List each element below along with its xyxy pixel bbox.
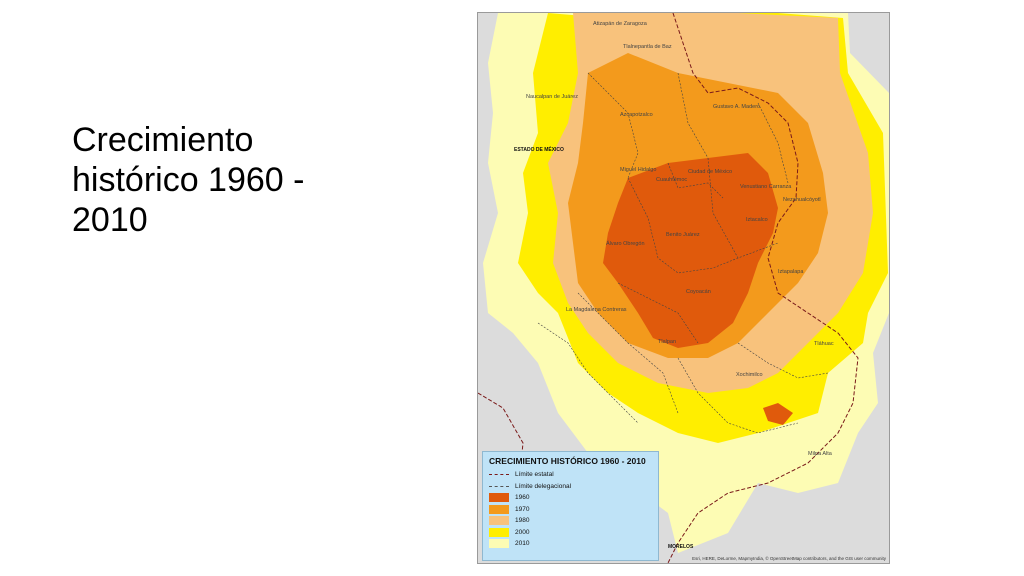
map-legend: CRECIMIENTO HISTÓRICO 1960 - 2010 Límite… (482, 451, 659, 561)
label-milpa: Milpa Alta (808, 451, 833, 457)
legend-row-1960: 1960 (489, 492, 652, 504)
label-magdalena: La Magdalena Contreras (566, 307, 627, 313)
label-morelos: MORELOS (668, 544, 694, 550)
label-tlalnepantla: Tlalnepantla de Baz (623, 44, 672, 50)
legend-label-1980: 1980 (515, 517, 530, 525)
label-benito: Benito Juárez (666, 232, 700, 238)
label-naucalpan: Naucalpan de Juárez (526, 94, 578, 100)
legend-row-2000: 2000 (489, 527, 652, 539)
legend-row-1980: 1980 (489, 515, 652, 527)
label-alvaro: Álvaro Obregón (606, 240, 645, 247)
legend-swatch-2000 (489, 527, 509, 537)
legend-row-2010: 2010 (489, 538, 652, 550)
growth-map[interactable]: Atizapán de Zaragoza Tlalnepantla de Baz… (477, 12, 890, 564)
legend-label-1970: 1970 (515, 505, 530, 513)
legend-swatch-1960 (489, 493, 509, 503)
legend-swatch-1980 (489, 516, 509, 526)
label-xochimilco: Xochimilco (736, 372, 763, 378)
legend-label-2000: 2000 (515, 528, 530, 536)
label-tlalpan: Tlalpan (658, 339, 676, 345)
legend-row-estatal: Límite estatal (489, 469, 652, 481)
legend-row-1970: 1970 (489, 504, 652, 516)
delegation-line-symbol (489, 485, 509, 487)
map-canvas: Atizapán de Zaragoza Tlalnepantla de Baz… (478, 13, 889, 563)
slide-title: Crecimiento histórico 1960 - 2010 (72, 121, 305, 239)
label-miguel: Miguel Hidalgo (620, 167, 656, 173)
delegation-boundaries (537, 72, 829, 434)
label-iztacalco: Iztacalco (746, 217, 768, 223)
map-attribution: Esri, HERE, DeLorme, MapmyIndia, © OpenS… (692, 556, 886, 561)
label-estado: ESTADO DE MÉXICO (514, 145, 564, 153)
label-coyoacan: Coyoacán (686, 289, 711, 295)
label-ciudad: Ciudad de México (688, 169, 732, 175)
legend-label-delegacional: Límite delegacional (515, 482, 572, 490)
label-nezahualcoyotl: Nezahualcóyotl (783, 197, 821, 203)
legend-label-estatal: Límite estatal (515, 471, 554, 479)
legend-swatch-1970 (489, 504, 509, 514)
state-boundary (667, 13, 859, 563)
label-gustavo: Gustavo A. Madero (713, 104, 760, 110)
label-iztapalapa: Iztapalapa (778, 269, 804, 275)
label-azcapotzalco: Azcapotzalco (620, 112, 653, 118)
label-tlahuac: Tláhuac (814, 341, 834, 347)
legend-label-2010: 2010 (515, 540, 530, 548)
legend-title: CRECIMIENTO HISTÓRICO 1960 - 2010 (489, 456, 646, 466)
label-venustiano: Venustiano Carranza (740, 184, 792, 190)
label-atizapan: Atizapán de Zaragoza (593, 21, 648, 27)
legend-swatch-2010 (489, 539, 509, 549)
legend-row-delegacional: Límite delegacional (489, 481, 652, 493)
growth-1960-area (603, 153, 778, 348)
legend-label-1960: 1960 (515, 494, 530, 502)
label-cuauhtemoc: Cuauhtémoc (656, 177, 687, 183)
state-line-symbol (489, 474, 509, 476)
